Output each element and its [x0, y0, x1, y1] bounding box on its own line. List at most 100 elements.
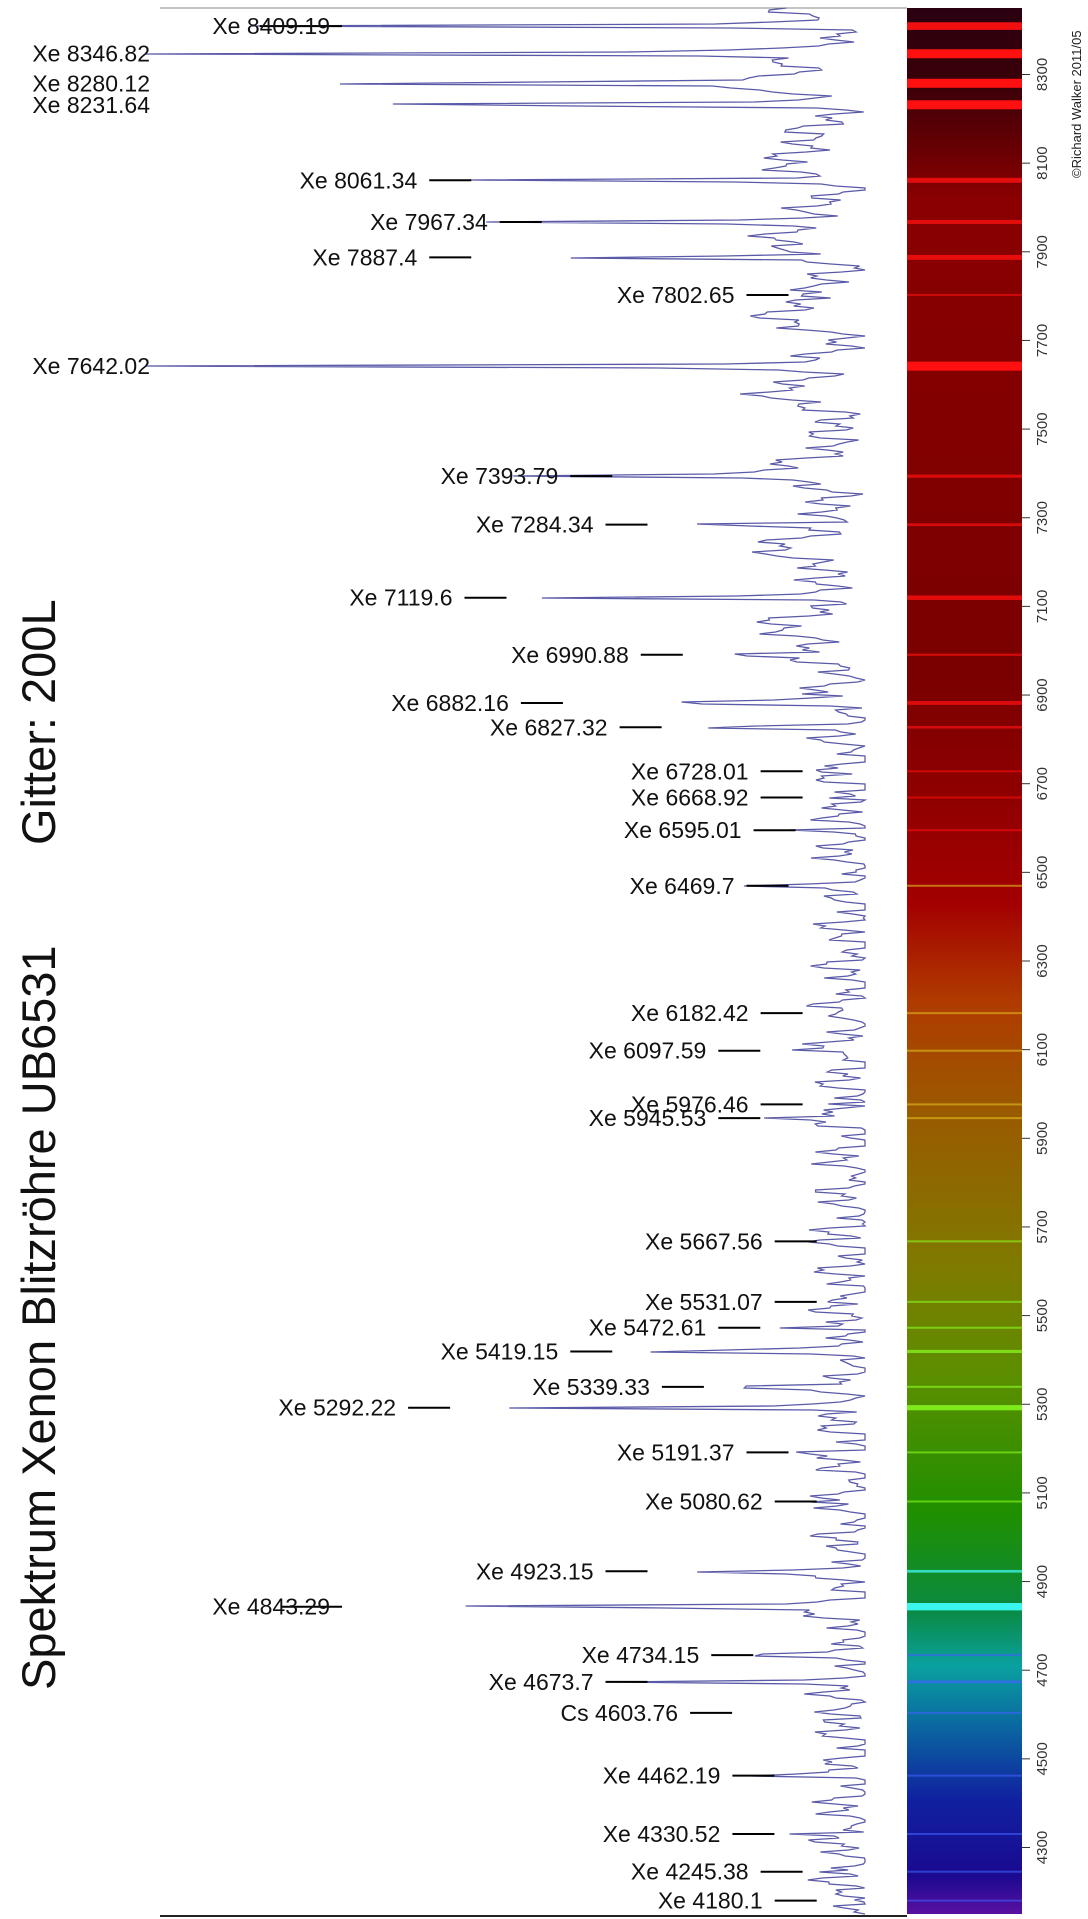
- emission-band-line: [907, 1654, 1022, 1657]
- emission-band-line: [907, 49, 1022, 59]
- tick-label: 5500: [1034, 1299, 1051, 1332]
- emission-band-line: [907, 1049, 1022, 1052]
- line-label: Xe 4330.52: [603, 1821, 721, 1847]
- emission-band-line: [907, 474, 1022, 478]
- line-label: Xe 8280.12: [32, 70, 150, 96]
- emission-band-line: [907, 22, 1022, 30]
- spectrum-color-band: [907, 8, 1022, 1914]
- line-label: Xe 5080.62: [645, 1488, 763, 1514]
- emission-band-line: [907, 1349, 1022, 1354]
- emission-band-line: [907, 1711, 1022, 1714]
- line-label: Xe 6990.88: [511, 642, 629, 668]
- line-label: Xe 4843.29: [212, 1594, 330, 1620]
- emission-band-line: [907, 770, 1022, 773]
- emission-band-line: [907, 701, 1022, 705]
- line-label: Xe 4245.38: [631, 1859, 749, 1885]
- tick-label: 6100: [1034, 1033, 1051, 1066]
- emission-band-line: [907, 829, 1022, 832]
- tick-label: 4300: [1034, 1831, 1051, 1864]
- line-label: Xe 7393.79: [441, 463, 559, 489]
- chart-subtitle: Gitter: 200L: [12, 599, 65, 845]
- emission-band-line: [907, 177, 1022, 183]
- line-label: Xe 5945.53: [589, 1105, 707, 1131]
- emission-band-line: [907, 1117, 1022, 1120]
- emission-band-line: [907, 653, 1022, 656]
- emission-band-line: [907, 1385, 1022, 1388]
- emission-band-line: [907, 1500, 1022, 1503]
- tick-label: 4500: [1034, 1742, 1051, 1775]
- emission-band-line: [907, 254, 1022, 260]
- emission-band-line: [907, 1870, 1022, 1873]
- line-label: Xe 6097.59: [589, 1038, 707, 1064]
- line-label: Xe 7642.02: [32, 353, 150, 379]
- chart-title: Spektrum Xenon Blitzröhre UB6531: [12, 945, 65, 1690]
- tick-label: 4900: [1034, 1565, 1051, 1598]
- line-label: Xe 6595.01: [624, 817, 742, 843]
- tick-label: 7100: [1034, 590, 1051, 623]
- tick-label: 8100: [1034, 146, 1051, 179]
- emission-band-line: [907, 219, 1022, 224]
- line-label: Xe 4180.1: [658, 1888, 763, 1914]
- tick-label: 5300: [1034, 1388, 1051, 1421]
- line-label: Xe 4673.7: [489, 1669, 594, 1695]
- tick-label: 5100: [1034, 1476, 1051, 1509]
- line-label: Xe 8346.82: [32, 41, 150, 67]
- emission-band-line: [907, 78, 1022, 88]
- tick-label: 7900: [1034, 235, 1051, 268]
- emission-band-line: [907, 1832, 1022, 1835]
- color-band-background: [907, 8, 1022, 1914]
- emission-band-line: [907, 1405, 1022, 1411]
- emission-band-line: [907, 1603, 1022, 1611]
- emission-band-line: [907, 1680, 1022, 1684]
- line-label: Xe 8231.64: [32, 92, 150, 118]
- line-label: Xe 6668.92: [631, 784, 749, 810]
- line-label: Xe 5531.07: [645, 1289, 763, 1315]
- tick-label: 6300: [1034, 944, 1051, 977]
- emission-band-line: [907, 726, 1022, 729]
- emission-band-line: [907, 1012, 1022, 1015]
- line-label: Xe 6728.01: [631, 758, 749, 784]
- emission-band-line: [907, 1103, 1022, 1106]
- line-label: Xe 6827.32: [490, 714, 608, 740]
- line-label: Xe 6882.16: [391, 690, 509, 716]
- line-label: Xe 8409.19: [212, 13, 330, 39]
- line-label: Xe 7967.34: [370, 209, 488, 235]
- spectrum-series-line: [145, 7, 868, 1915]
- emission-band-line: [907, 1300, 1022, 1303]
- emission-band-line: [907, 1569, 1022, 1573]
- line-label: Xe 6469.7: [630, 873, 735, 899]
- line-label: Xe 7284.34: [476, 512, 594, 538]
- tick-label: 6900: [1034, 678, 1051, 711]
- emission-band-line: [907, 293, 1022, 296]
- line-label: Xe 5472.61: [589, 1315, 707, 1341]
- emission-band-line: [907, 1774, 1022, 1777]
- plot-axes: [160, 7, 907, 1917]
- tick-label: 5900: [1034, 1122, 1051, 1155]
- emission-band-line: [907, 100, 1022, 110]
- line-label: Xe 5339.33: [532, 1374, 650, 1400]
- emission-band-line: [907, 361, 1022, 371]
- emission-band-line: [907, 1451, 1022, 1454]
- emission-band-line: [907, 1326, 1022, 1329]
- emission-band-line: [907, 796, 1022, 799]
- emission-band-line: [907, 595, 1022, 600]
- tick-label: 7500: [1034, 412, 1051, 445]
- line-label: Xe 7887.4: [312, 244, 417, 270]
- emission-band-line: [907, 1899, 1022, 1902]
- line-label: Xe 5292.22: [278, 1395, 396, 1421]
- line-label: Xe 5191.37: [617, 1439, 735, 1465]
- tick-label: 4700: [1034, 1654, 1051, 1687]
- tick-label: 5700: [1034, 1210, 1051, 1243]
- line-label: Xe 7802.65: [617, 282, 735, 308]
- line-label: Xe 5419.15: [441, 1338, 559, 1364]
- tick-label: 7300: [1034, 501, 1051, 534]
- line-label: Xe 6182.42: [631, 1000, 749, 1026]
- line-label: Xe 7119.6: [349, 585, 452, 611]
- spectrum-trace: [145, 7, 868, 1915]
- line-label: Xe 8061.34: [300, 167, 418, 193]
- line-label: Cs 4603.76: [560, 1700, 678, 1726]
- line-label: Xe 4462.19: [603, 1763, 721, 1789]
- tick-label: 6700: [1034, 767, 1051, 800]
